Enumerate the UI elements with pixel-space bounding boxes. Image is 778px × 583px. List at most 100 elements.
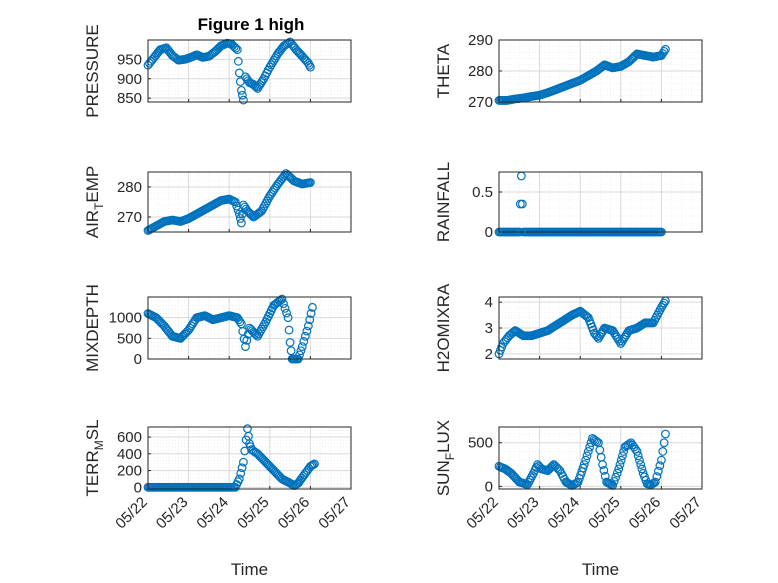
data-point [277, 294, 287, 304]
data-point [609, 328, 619, 338]
data-point [612, 468, 622, 478]
data-point [268, 58, 277, 68]
data-point [296, 346, 306, 356]
y-tick-label: 270 [117, 209, 142, 226]
y-tick-label: 850 [117, 90, 142, 107]
data-point [581, 455, 591, 465]
subplot-air-temp: 270 280 AIRTEMP [83, 166, 352, 239]
axes-frame [498, 296, 703, 360]
data-point [229, 42, 239, 52]
data-point [626, 438, 636, 448]
x-tick-label: 05/22 [112, 494, 151, 533]
data-point [234, 68, 244, 78]
data-point [592, 437, 602, 447]
data-point [661, 429, 670, 439]
subplot-mixdepth: 0 500 1000 MIXDEPTH [83, 284, 352, 372]
data-point [231, 43, 241, 53]
y-axis-label: AIRTEMP [83, 166, 106, 239]
data-point [240, 446, 250, 456]
subplot-grid: 850 900 950 PRESSURE 270 280 290 THETA 270 280 AIR… [83, 24, 705, 579]
data-point [552, 463, 562, 473]
data-point [608, 326, 618, 335]
x-tick-label: 05/27 [666, 494, 705, 533]
data-point [609, 476, 619, 486]
y-axis-label: PRESSURE [83, 24, 102, 118]
y-tick-label: 400 [117, 446, 142, 463]
x-tick-label: 05/24 [544, 494, 583, 533]
data-point [659, 438, 669, 448]
subplot-theta: 270 280 290 THETA [434, 32, 703, 111]
axes-frame [147, 426, 352, 490]
series-markers [143, 424, 319, 492]
data-point [629, 442, 639, 452]
y-tick-label: 270 [468, 94, 493, 111]
data-point [284, 325, 294, 335]
data-point [619, 334, 628, 344]
data-point [283, 313, 293, 323]
y-tick-label: 1000 [109, 310, 142, 327]
data-point [616, 339, 626, 348]
data-point [619, 447, 629, 456]
x-tick-label: 05/26 [626, 494, 665, 533]
data-point [302, 326, 312, 336]
axes-frame [147, 296, 352, 360]
data-point [585, 442, 595, 452]
data-point [234, 474, 244, 484]
y-axis-label: RAINFALL [434, 162, 453, 242]
series-markers [494, 296, 670, 359]
x-tick-label: 05/22 [463, 494, 502, 533]
data-point [241, 342, 250, 352]
data-point [235, 214, 245, 223]
data-point [230, 197, 240, 207]
y-tick-label: 2 [485, 346, 493, 363]
data-point [308, 460, 318, 470]
data-point [517, 199, 527, 209]
data-point [299, 337, 309, 346]
data-point [237, 463, 247, 473]
axes-frame [147, 171, 352, 233]
data-point [265, 62, 275, 72]
data-point [234, 209, 244, 219]
data-point [579, 460, 589, 469]
data-point [306, 178, 315, 187]
data-point [661, 44, 670, 54]
y-axis-label: THETA [434, 43, 453, 98]
data-point [236, 468, 246, 478]
data-point [637, 464, 647, 474]
data-point [269, 55, 279, 65]
data-point [652, 472, 662, 481]
data-point [236, 85, 246, 95]
data-point [618, 451, 627, 461]
data-point [628, 440, 637, 450]
series-markers [143, 37, 315, 105]
axes-frame [147, 39, 352, 103]
data-point [306, 309, 316, 318]
data-point [610, 330, 620, 340]
data-point [305, 315, 315, 325]
data-point [282, 308, 291, 318]
series-markers [494, 44, 670, 105]
data-point [657, 302, 666, 312]
x-tick-label: 05/25 [585, 494, 624, 533]
y-tick-label: 500 [468, 435, 493, 452]
data-point [270, 53, 280, 63]
y-tick-label: 3 [485, 320, 493, 337]
data-point [297, 342, 307, 352]
data-point [611, 472, 621, 482]
data-point [617, 336, 627, 346]
y-tick-label: 0 [134, 479, 142, 496]
series-markers [143, 169, 315, 235]
x-tick-label: 05/26 [275, 494, 314, 533]
y-axis-label: TERRMSL [83, 419, 106, 496]
data-point [635, 455, 644, 465]
data-point [239, 457, 248, 467]
data-point [659, 298, 669, 308]
data-point [242, 336, 252, 345]
y-tick-label: 4 [485, 294, 493, 311]
data-point [599, 465, 609, 475]
data-point [233, 56, 243, 66]
subplot-rainfall: 0 0.5 RAINFALL [434, 162, 703, 242]
data-point [237, 90, 247, 100]
data-point [616, 455, 626, 465]
